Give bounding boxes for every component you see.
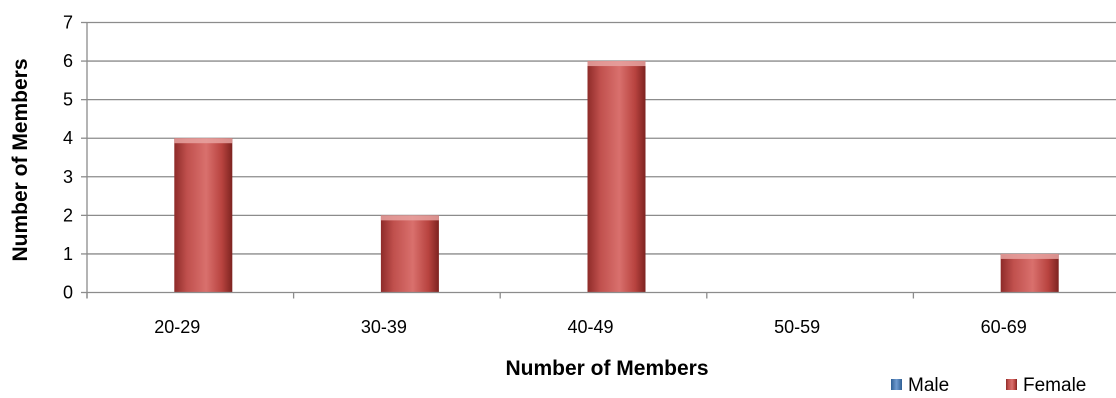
x-tick-label: 50-59 (774, 317, 820, 337)
legend-swatch-female (1006, 379, 1017, 390)
x-tick-label: 40-49 (567, 317, 613, 337)
y-tick-label: 7 (63, 13, 73, 33)
bar-cap (174, 138, 233, 144)
axes (81, 21, 1116, 299)
bar-body (380, 215, 439, 293)
bar-body (587, 61, 646, 293)
legend-label-male: Male (908, 375, 949, 396)
y-tick-label: 4 (63, 128, 73, 148)
y-tick-label: 6 (63, 51, 73, 71)
bar-female-40-49 (587, 61, 646, 293)
legend-label-female: Female (1023, 375, 1086, 396)
x-tick-label: 20-29 (154, 317, 200, 337)
x-tick-label: 60-69 (981, 317, 1027, 337)
y-axis-tick-labels: 0 1 2 3 4 5 6 7 (63, 13, 73, 303)
bar-female-30-39 (380, 215, 439, 293)
bar-female-20-29 (174, 138, 233, 293)
legend-swatch-male (891, 379, 902, 390)
y-tick-label: 1 (63, 244, 73, 264)
bar-body (174, 138, 233, 293)
y-tick-label: 3 (63, 167, 73, 187)
y-tick-label: 2 (63, 205, 73, 225)
y-tick-label: 5 (63, 90, 73, 110)
x-axis-title: Number of Members (505, 357, 708, 380)
y-tick-label: 0 (63, 283, 73, 303)
bars (174, 61, 1059, 293)
y-axis-title: Number of Members (9, 58, 32, 261)
bar-female-60-69 (1000, 253, 1059, 293)
bar-cap (587, 61, 646, 67)
bar-body (1000, 253, 1059, 293)
bar-cap (1000, 253, 1059, 259)
legend: Male Female (891, 375, 1086, 396)
bar-cap (380, 215, 439, 221)
x-tick-label: 30-39 (361, 317, 407, 337)
x-axis-tick-labels: 20-29 30-39 40-49 50-59 60-69 (154, 317, 1026, 337)
